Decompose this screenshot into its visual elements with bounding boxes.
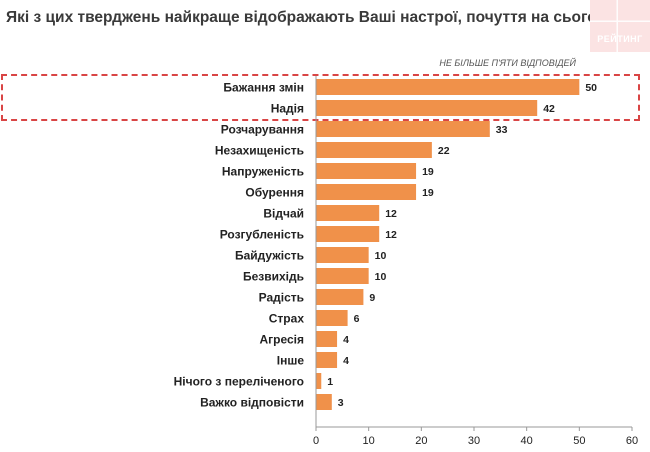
bar bbox=[316, 352, 338, 368]
bar bbox=[316, 79, 580, 95]
category-label: Відчай bbox=[263, 207, 304, 221]
logo-pattern bbox=[590, 0, 650, 52]
x-tick-label: 30 bbox=[468, 435, 480, 447]
category-label: Важко відповісти bbox=[200, 396, 304, 410]
category-label: Безвихідь bbox=[243, 270, 304, 284]
value-label: 10 bbox=[375, 250, 387, 262]
category-label: Нічого з переліченого bbox=[174, 375, 304, 389]
bar bbox=[316, 142, 432, 158]
rating-logo: РЕЙТИНГ bbox=[590, 0, 650, 52]
value-label: 6 bbox=[354, 313, 360, 325]
x-tick-label: 20 bbox=[415, 435, 427, 447]
bar bbox=[316, 394, 332, 410]
value-label: 42 bbox=[543, 103, 555, 115]
value-label: 33 bbox=[496, 124, 508, 136]
bar bbox=[316, 205, 380, 221]
value-label: 4 bbox=[343, 355, 349, 367]
x-tick-label: 40 bbox=[521, 435, 533, 447]
value-label: 12 bbox=[385, 208, 397, 220]
answer-limit-note: НЕ БІЛЬШЕ П'ЯТИ ВІДПОВІДЕЙ bbox=[439, 58, 576, 68]
chart-title: Які з цих тверджень найкраще відображают… bbox=[6, 9, 630, 26]
bar bbox=[316, 268, 369, 284]
x-tick-label: 50 bbox=[573, 435, 585, 447]
category-label: Розгубленість bbox=[220, 228, 304, 242]
bar bbox=[316, 100, 538, 116]
bar bbox=[316, 184, 417, 200]
category-label: Напруженість bbox=[222, 165, 304, 179]
category-label: Розчарування bbox=[221, 123, 304, 137]
bar bbox=[316, 163, 417, 179]
bar bbox=[316, 226, 380, 242]
value-label: 19 bbox=[422, 166, 434, 178]
bar bbox=[316, 121, 490, 137]
category-label: Інше bbox=[277, 354, 305, 368]
bar bbox=[316, 373, 322, 389]
value-label: 9 bbox=[369, 292, 375, 304]
bar bbox=[316, 247, 369, 263]
category-label: Байдужість bbox=[235, 249, 304, 263]
value-label: 19 bbox=[422, 187, 434, 199]
category-label: Радість bbox=[259, 291, 304, 305]
category-label: Обурення bbox=[245, 186, 304, 200]
category-label: Бажання змін bbox=[223, 81, 304, 95]
value-label: 50 bbox=[585, 82, 597, 94]
x-tick-label: 0 bbox=[313, 435, 319, 447]
highlight-box bbox=[1, 74, 640, 121]
x-tick-label: 60 bbox=[626, 435, 638, 447]
category-label: Надія bbox=[271, 102, 304, 116]
category-label: Незахищеність bbox=[215, 144, 304, 158]
value-label: 3 bbox=[338, 397, 344, 409]
value-label: 1 bbox=[327, 376, 333, 388]
value-label: 22 bbox=[438, 145, 450, 157]
bar bbox=[316, 289, 364, 305]
x-tick-label: 10 bbox=[363, 435, 375, 447]
value-label: 12 bbox=[385, 229, 397, 241]
value-label: 10 bbox=[375, 271, 387, 283]
category-label: Страх bbox=[269, 312, 305, 326]
bar bbox=[316, 331, 338, 347]
value-label: 4 bbox=[343, 334, 349, 346]
bar bbox=[316, 310, 348, 326]
logo-text: РЕЙТИНГ bbox=[597, 34, 643, 44]
category-label: Агресія bbox=[259, 333, 304, 347]
